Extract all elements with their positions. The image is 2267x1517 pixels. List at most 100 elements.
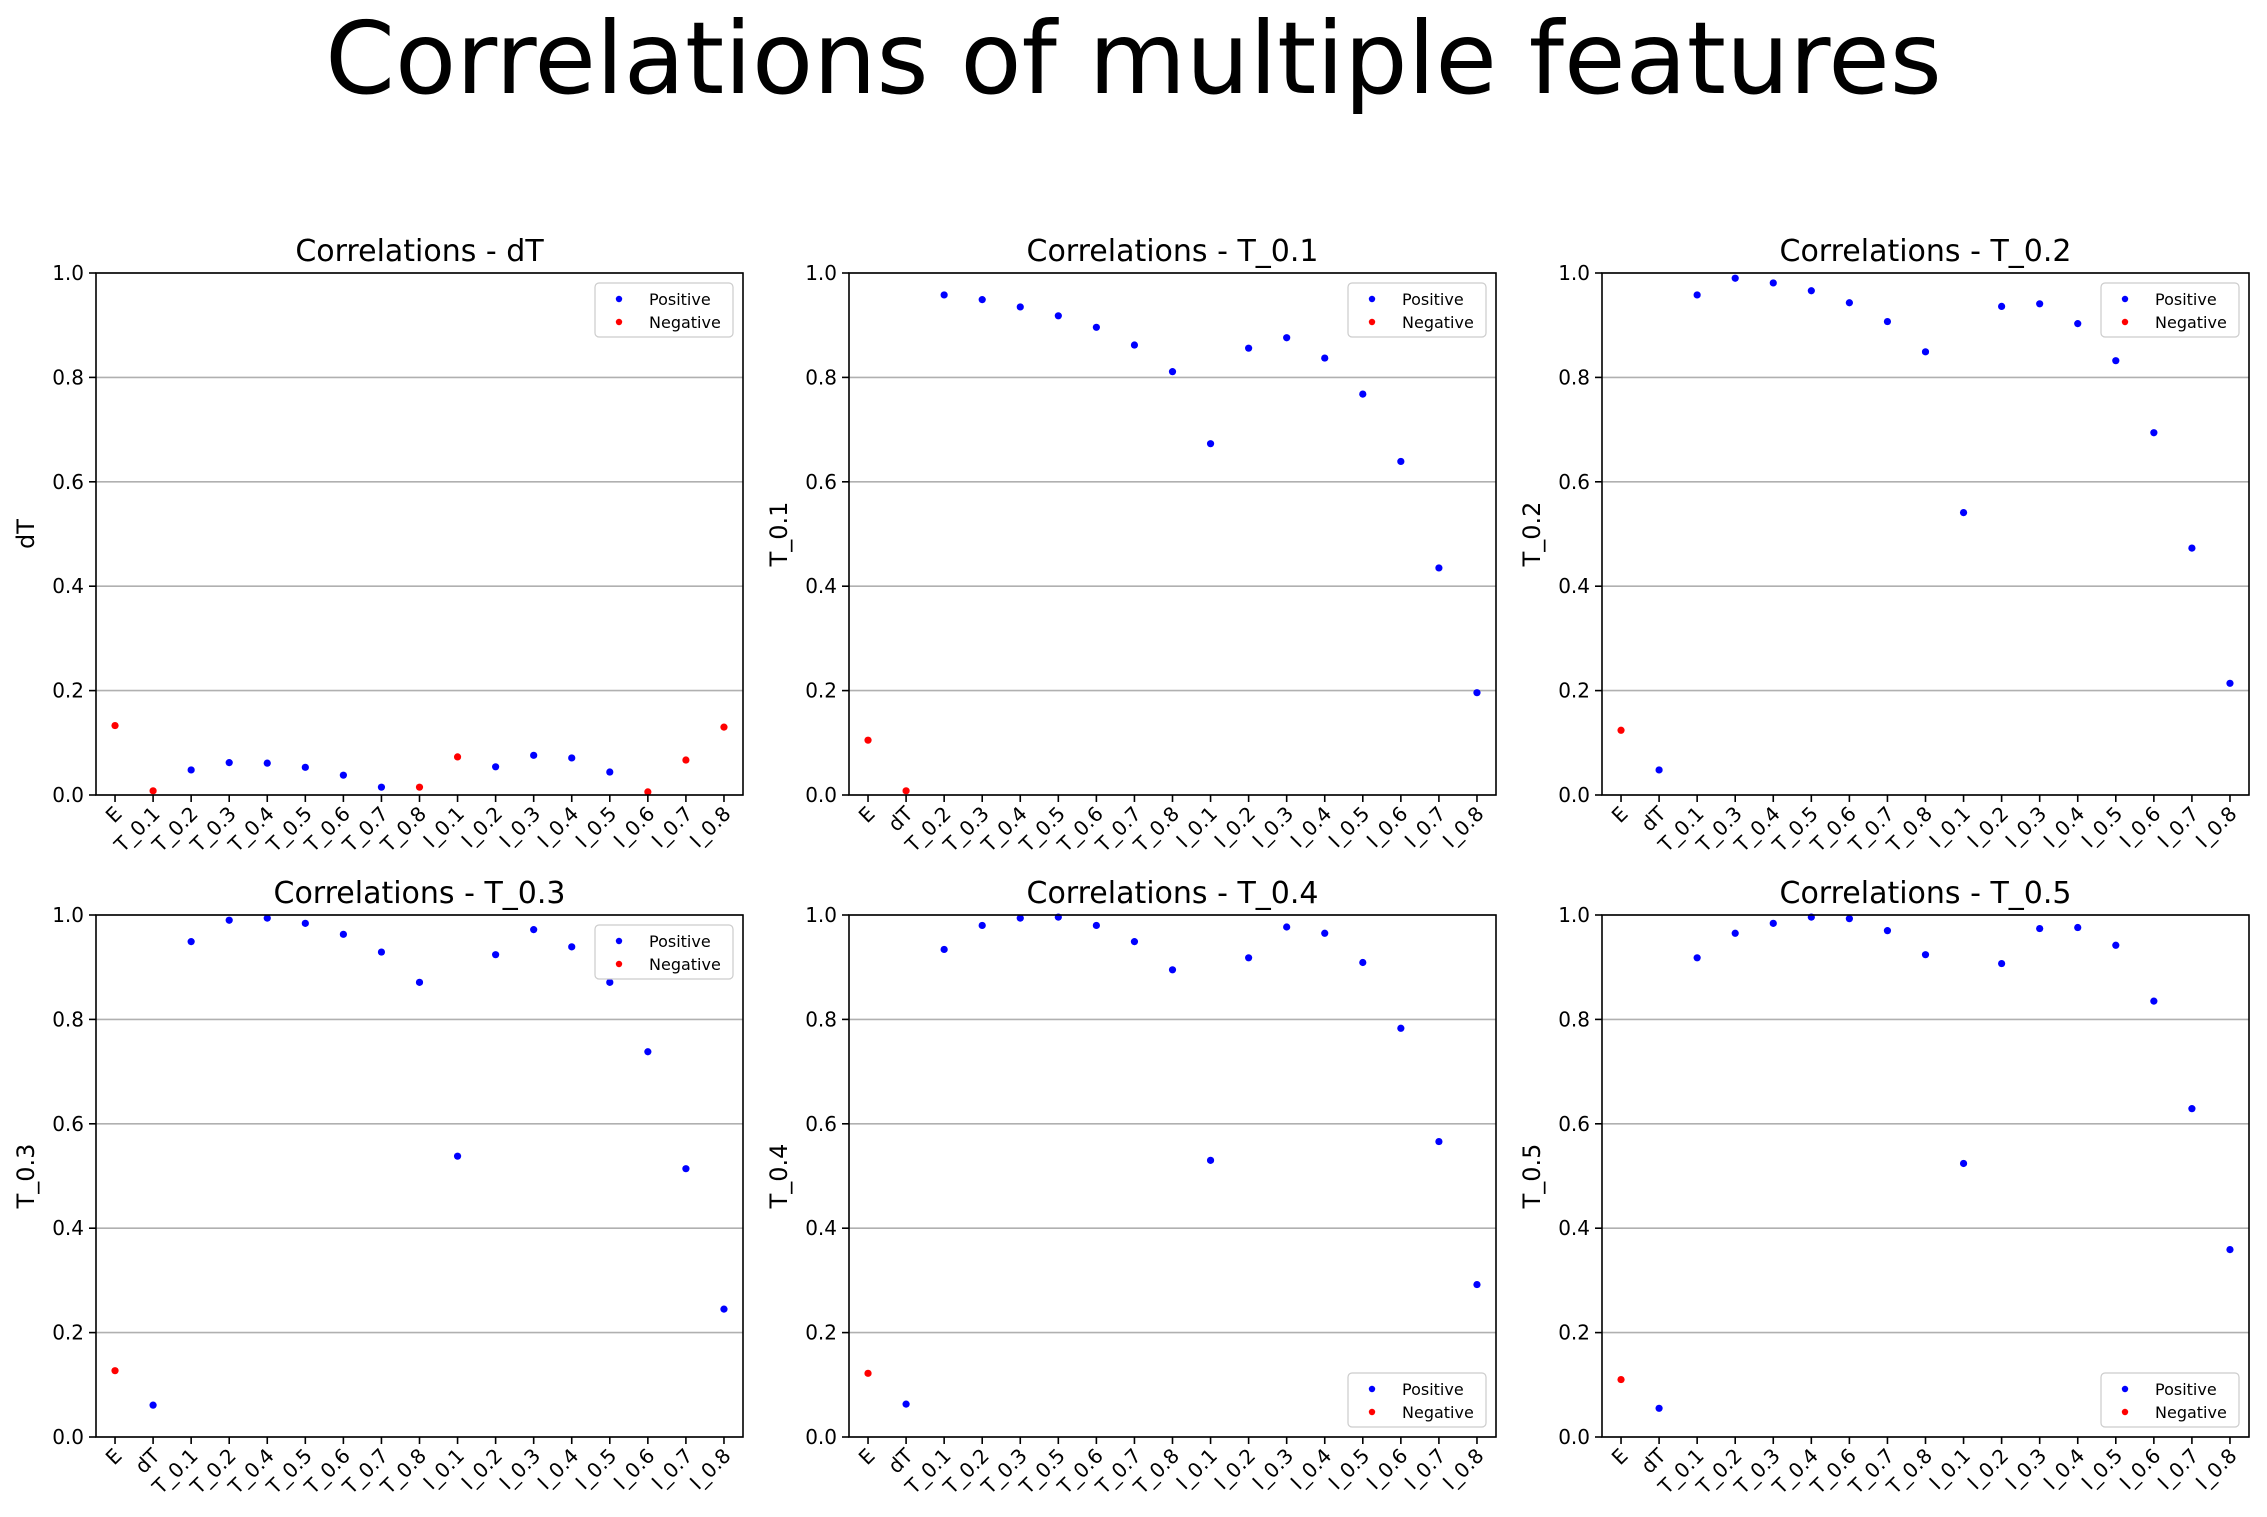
data-point (1998, 302, 2006, 311)
y-tick-label: 0.6 (1558, 1112, 1590, 1136)
data-point (2226, 1246, 2234, 1254)
subplot-5: 0.00.20.40.60.81.0E dTT_0.1T_0.2T_0.3T_0.… (765, 876, 1497, 1499)
data-point (1321, 354, 1329, 362)
data-point (1245, 344, 1253, 352)
x-tick-label: I_0.2 (456, 1444, 507, 1495)
data-point (1092, 921, 1100, 930)
y-tick-label: 1.0 (1558, 903, 1590, 927)
data-point (530, 751, 538, 759)
data-point (2150, 997, 2158, 1005)
axes-frame (848, 272, 1497, 796)
data-point (568, 943, 576, 951)
y-tick-label: 1.0 (1558, 261, 1590, 285)
data-point (2112, 357, 2120, 365)
x-tick-label: I_0.7 (2153, 802, 2204, 853)
subplot-title: Correlations - dT (295, 234, 544, 269)
figure-title: Correlations of multiple features (325, 0, 1942, 117)
x-tick-label: I_0.8 (1438, 802, 1489, 853)
data-point (1359, 390, 1367, 398)
x-tick-label: I_0.5 (1324, 1444, 1375, 1495)
x-tick-label: I_0.3 (2000, 802, 2051, 853)
data-point (1168, 966, 1177, 974)
x-tick-label: E (1607, 1444, 1633, 1470)
data-point (453, 753, 462, 761)
data-point (1731, 274, 1739, 282)
data-point (644, 1048, 652, 1056)
data-point (1206, 440, 1215, 448)
data-point (1397, 457, 1405, 466)
data-point (644, 788, 652, 796)
x-tick-label: I_0.7 (1400, 1444, 1451, 1495)
data-point (1845, 915, 1853, 923)
data-point (1016, 303, 1024, 311)
data-point (2074, 320, 2082, 328)
axes-frame (95, 272, 744, 796)
legend-marker (615, 318, 623, 326)
legend-label: Negative (2155, 313, 2227, 332)
data-point (1168, 368, 1177, 376)
legend-marker (615, 937, 623, 945)
x-tick-label: I_0.4 (533, 802, 584, 853)
y-tick-label: 1.0 (805, 261, 837, 285)
legend: Positive Negative (2100, 282, 2240, 338)
data-point (978, 921, 986, 930)
x-tick-label: I_0.1 (1924, 1444, 1975, 1495)
legend: Positive Negative (1347, 282, 1487, 338)
legend-marker (615, 960, 623, 968)
data-point (339, 771, 347, 779)
y-axis-label: T_0.5 (1518, 1144, 1546, 1210)
x-tick-label: I_0.4 (1286, 1444, 1337, 1495)
data-point (940, 945, 948, 954)
data-point (187, 938, 195, 946)
data-point (1617, 1375, 1625, 1384)
x-tick-label: E (854, 1444, 880, 1470)
data-point (1473, 1280, 1481, 1289)
x-tick-label: I_0.3 (494, 802, 545, 853)
data-point (2112, 941, 2120, 949)
x-tick-label: I_0.5 (571, 1444, 622, 1495)
legend-label: Negative (1402, 1403, 1474, 1422)
data-point (2036, 300, 2044, 308)
x-tick-label: I_0.5 (571, 802, 622, 853)
subplot-6: 0.00.20.40.60.81.0E dTT_0.1T_0.2T_0.3T_0.… (1518, 876, 2250, 1499)
data-point (263, 914, 271, 922)
data-point (1883, 317, 1892, 326)
x-tick-label: I_0.8 (685, 802, 736, 853)
x-tick-label: I_0.1 (1171, 802, 1222, 853)
y-axis-label: T_0.2 (1518, 502, 1546, 568)
data-point (1655, 1404, 1663, 1412)
y-tick-label: 0.6 (52, 1112, 84, 1136)
y-tick-label: 0.8 (1558, 1007, 1590, 1031)
data-point (1016, 914, 1024, 922)
x-tick-label: I_0.2 (1962, 802, 2013, 853)
legend-label: Negative (2155, 1403, 2227, 1422)
data-point (2150, 429, 2158, 437)
y-tick-label: 0.2 (52, 1321, 84, 1345)
y-tick-label: 0.4 (1558, 1216, 1590, 1240)
y-tick-label: 0.4 (805, 1216, 837, 1240)
data-point (492, 763, 500, 771)
data-point (940, 291, 948, 299)
data-point (568, 754, 576, 762)
y-tick-label: 0.8 (52, 1007, 84, 1031)
data-point (1693, 291, 1701, 299)
y-tick-label: 0.0 (1558, 1425, 1590, 1449)
data-point (1883, 927, 1892, 935)
y-tick-label: 0.8 (805, 365, 837, 389)
axes-frame (1601, 914, 2250, 1438)
x-tick-label: I_0.5 (2077, 1444, 2128, 1495)
legend-marker (615, 295, 623, 303)
data-point (1731, 929, 1739, 937)
legend-frame (594, 282, 734, 338)
data-point (1435, 564, 1443, 572)
data-point (1959, 1159, 1968, 1168)
y-axis-label: T_0.1 (765, 502, 793, 568)
data-point (1397, 1024, 1405, 1032)
legend-label: Positive (1402, 290, 1464, 309)
legend-frame (2100, 1372, 2240, 1428)
data-point (1921, 348, 1930, 356)
data-point (2074, 923, 2082, 932)
y-tick-label: 0.2 (1558, 1321, 1590, 1345)
data-point (1921, 951, 1930, 959)
data-point (1054, 312, 1062, 320)
